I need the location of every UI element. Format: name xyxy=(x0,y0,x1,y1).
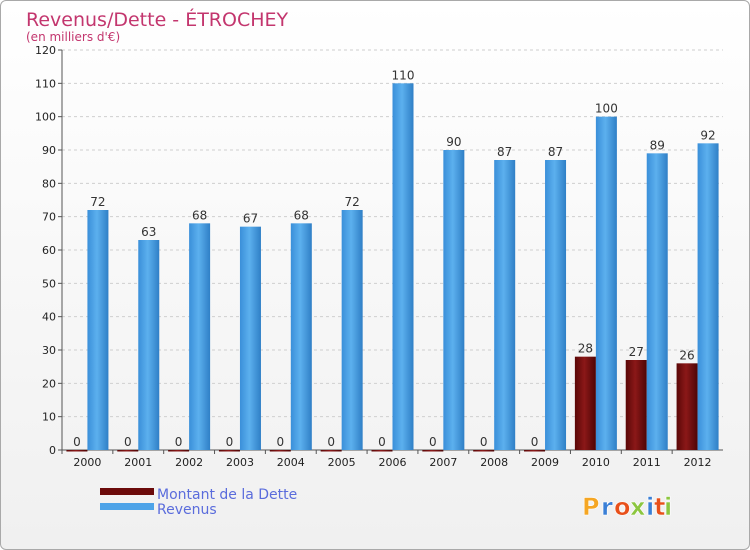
data-label-dette: 0 xyxy=(226,435,234,449)
legend-swatch-debt xyxy=(100,488,154,495)
bar-revenus xyxy=(392,83,414,450)
logo-letter: t xyxy=(654,493,665,521)
y-tick-label: 80 xyxy=(42,177,56,190)
data-label-dette: 0 xyxy=(378,435,386,449)
bar-dette xyxy=(218,450,240,452)
data-label-dette: 28 xyxy=(578,342,593,356)
bar-revenus xyxy=(646,153,668,451)
bar-revenus xyxy=(494,160,516,450)
y-tick-label: 100 xyxy=(35,111,56,124)
data-label-dette: 0 xyxy=(327,435,335,449)
bar-dette xyxy=(320,450,342,452)
x-tick-label: 2004 xyxy=(277,456,305,469)
data-label-revenus: 110 xyxy=(392,68,415,82)
y-tick-label: 40 xyxy=(42,311,56,324)
legend-label-debt: Montant de la Dette xyxy=(157,487,297,503)
logo-letter: x xyxy=(630,493,646,521)
data-label-dette: 0 xyxy=(429,435,437,449)
y-tick-label: 90 xyxy=(42,144,56,157)
y-tick-label: 110 xyxy=(35,77,56,90)
data-label-revenus: 68 xyxy=(294,208,309,222)
x-tick-label: 2012 xyxy=(684,456,712,469)
x-tick-label: 2002 xyxy=(175,456,203,469)
logo-letter: i xyxy=(664,493,672,521)
x-tick-label: 2011 xyxy=(633,456,661,469)
data-label-dette: 0 xyxy=(175,435,183,449)
data-label-dette: 0 xyxy=(124,435,132,449)
bar-dette xyxy=(422,450,444,452)
bar-revenus xyxy=(341,210,363,450)
bar-dette xyxy=(524,450,546,452)
bar-revenus xyxy=(697,143,719,451)
logo-letter: i xyxy=(646,493,654,521)
logo-letter: o xyxy=(614,493,631,521)
data-label-revenus: 72 xyxy=(345,195,360,209)
bar-revenus xyxy=(189,223,211,450)
data-label-revenus: 67 xyxy=(243,212,258,226)
logo-letter: P xyxy=(582,493,600,521)
bar-revenus xyxy=(138,240,160,450)
data-label-revenus: 68 xyxy=(192,208,207,222)
y-tick-label: 70 xyxy=(42,211,56,224)
bar-revenus xyxy=(595,116,617,451)
legend: Montant de la Dette Revenus xyxy=(100,487,297,518)
data-label-dette: 26 xyxy=(679,348,694,362)
bar-dette xyxy=(625,360,647,450)
data-label-dette: 0 xyxy=(480,435,488,449)
y-tick-label: 60 xyxy=(42,244,56,257)
bars xyxy=(66,83,719,452)
bar-dette xyxy=(371,450,393,452)
data-label-dette: 27 xyxy=(629,345,644,359)
data-label-revenus: 63 xyxy=(141,225,156,239)
legend-swatch-revenus xyxy=(100,503,154,510)
y-tick-label: 0 xyxy=(49,444,56,457)
data-label-revenus: 89 xyxy=(650,138,665,152)
bar-dette xyxy=(269,450,291,452)
x-tick-label: 2001 xyxy=(124,456,152,469)
bar-dette xyxy=(66,450,88,452)
data-label-dette: 0 xyxy=(73,435,81,449)
x-tick-label: 2005 xyxy=(328,456,356,469)
bar-dette xyxy=(117,450,139,452)
data-label-dette: 0 xyxy=(531,435,539,449)
y-tick-label: 30 xyxy=(42,344,56,357)
x-tick-label: 2009 xyxy=(531,456,559,469)
legend-label-revenus: Revenus xyxy=(157,502,217,518)
data-label-revenus: 87 xyxy=(548,145,563,159)
y-tick-label: 120 xyxy=(35,44,56,57)
bar-revenus xyxy=(239,226,261,450)
bar-revenus xyxy=(443,150,465,450)
bar-revenus xyxy=(545,160,567,450)
bar-dette xyxy=(676,363,698,450)
data-label-revenus: 100 xyxy=(595,102,618,116)
y-tick-label: 20 xyxy=(42,377,56,390)
data-labels: 0 72 0 63 0 68 0 67 0 68 0 72 0 110 0 90 0 87 0 87 28 100 27 89… xyxy=(73,68,716,449)
x-tick-label: 2006 xyxy=(379,456,407,469)
y-tick-label: 50 xyxy=(42,277,56,290)
x-tick-label: 2008 xyxy=(480,456,508,469)
data-label-revenus: 92 xyxy=(700,128,715,142)
data-label-revenus: 72 xyxy=(90,195,105,209)
x-tick-label: 2010 xyxy=(582,456,610,469)
x-tick-label: 2000 xyxy=(73,456,101,469)
axes: 0 10 20 30 40 50 60 70 80 90 100 110 120 2000 2001 2002… xyxy=(35,44,723,469)
y-tick-label: 10 xyxy=(42,411,56,424)
bar-dette xyxy=(473,450,495,452)
data-label-dette: 0 xyxy=(276,435,284,449)
x-tick-label: 2007 xyxy=(429,456,457,469)
chart-subtitle: (en milliers d'€) xyxy=(26,30,120,44)
logo-letter: r xyxy=(601,493,613,521)
bar-dette xyxy=(168,450,190,452)
bar-revenus xyxy=(290,223,312,450)
data-label-revenus: 87 xyxy=(497,145,512,159)
chart-title: Revenus/Dette - ÉTROCHEY xyxy=(26,8,289,31)
bar-revenus xyxy=(87,210,109,450)
x-tick-label: 2003 xyxy=(226,456,254,469)
data-label-revenus: 90 xyxy=(446,135,461,149)
bar-dette xyxy=(574,356,596,450)
